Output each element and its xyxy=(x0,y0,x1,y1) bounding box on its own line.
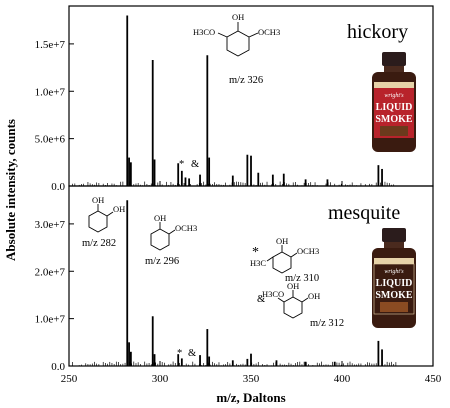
oh-label: OH xyxy=(154,213,166,223)
oh-label-1: OH xyxy=(92,195,104,205)
bond-h3co xyxy=(277,297,285,303)
top-panel-title: hickory xyxy=(347,21,408,43)
bottom-panel: 0.0 1.0e+7 2.0e+7 3.0e+7 250 300 350 400 450 me… xyxy=(35,185,442,385)
bottle-band xyxy=(374,258,414,264)
x-tick-label: 250 xyxy=(61,373,78,385)
x-axis-label: m/z, Daltons xyxy=(216,390,285,405)
benzene-ring xyxy=(88,210,108,233)
bottom-y-tick-label: 2.0e+7 xyxy=(35,266,66,278)
bottom-y-tick-label: 0.0 xyxy=(51,361,65,373)
hickory-bottle: wright's LIQUID SMOKE xyxy=(372,52,416,152)
top-marker-star: * xyxy=(179,159,184,170)
x-tick-label: 400 xyxy=(334,373,351,385)
bottle-line2: SMOKE xyxy=(375,290,413,301)
top-peaks xyxy=(72,15,397,186)
oh-label-1: OH xyxy=(287,281,299,291)
top-annotation-mz326: m/z 326 xyxy=(229,75,263,86)
structure-mz312: & OH OH H3CO m/z 312 xyxy=(257,281,344,329)
marker-amp-312: & xyxy=(257,294,265,305)
top-y-ticks: 0.0 5.0e+6 1.0e+7 1.5e+7 xyxy=(35,39,74,193)
bond-right xyxy=(248,32,259,38)
benzene-ring xyxy=(150,228,170,251)
top-y-tick-label: 5.0e+6 xyxy=(35,134,66,146)
mesquite-bottle: wright's LIQUID SMOKE xyxy=(372,228,416,328)
marker-star-310: * xyxy=(252,245,259,260)
bottle-band xyxy=(374,82,414,88)
x-tick-label: 450 xyxy=(425,373,442,385)
structure-mz296: OH OCH3 m/z 296 xyxy=(145,213,197,267)
bottle-line2: SMOKE xyxy=(375,114,413,125)
bottle-neck xyxy=(384,242,404,248)
bond-och3 xyxy=(290,252,298,258)
x-tick-label: 350 xyxy=(243,373,260,385)
benzene-ring xyxy=(226,30,250,57)
bottle-brand: wright's xyxy=(384,269,404,275)
top-marker-amp: & xyxy=(191,159,199,170)
label-mz282: m/z 282 xyxy=(82,238,116,249)
top-y-tick-label: 1.0e+7 xyxy=(35,86,66,98)
bond-oh2 xyxy=(301,297,309,303)
oh-label-2: OH xyxy=(308,291,320,301)
bottom-peaks xyxy=(72,200,397,366)
bottle-brand: wright's xyxy=(384,93,404,99)
oh-label: OH xyxy=(276,236,288,246)
h3co-label: H3CO xyxy=(193,27,215,37)
bottle-cap xyxy=(382,228,406,242)
x-tick-label: 300 xyxy=(152,373,169,385)
bond-left xyxy=(217,32,228,38)
bottom-panel-title: mesquite xyxy=(328,202,400,224)
y-axis-label: Absolute intensity, counts xyxy=(3,119,18,261)
label-mz310: m/z 310 xyxy=(285,273,319,284)
top-y-tick-label: 1.5e+7 xyxy=(35,39,66,51)
benzene-ring xyxy=(283,296,303,319)
structure-mz310: * OH OCH3 H3C m/z 310 xyxy=(250,236,319,284)
och3-label: OCH3 xyxy=(297,246,319,256)
och3-label: OCH3 xyxy=(175,223,197,233)
top-y-tick-label: 0.0 xyxy=(51,181,65,193)
bottom-marker-star: * xyxy=(177,348,182,359)
benzene-ring xyxy=(272,251,292,274)
h3co-label: H3CO xyxy=(262,289,284,299)
label-mz296: m/z 296 xyxy=(145,256,179,267)
oh-label: OH xyxy=(232,12,244,22)
label-mz312: m/z 312 xyxy=(310,318,344,329)
bottom-y-ticks: 0.0 1.0e+7 2.0e+7 3.0e+7 xyxy=(35,219,74,373)
och3-label: OCH3 xyxy=(258,27,280,37)
bond-och3 xyxy=(168,229,176,235)
bottle-cap xyxy=(382,52,406,66)
h3c-label: H3C xyxy=(250,258,266,268)
structure-mz326: OH H3CO OCH3 xyxy=(193,12,280,57)
bottom-y-tick-label: 3.0e+7 xyxy=(35,219,66,231)
bottle-line1: LIQUID xyxy=(376,278,413,289)
bottle-window xyxy=(380,126,408,136)
top-panel: 0.05.0e+61.0e+71.5e+7 hickory m/z 326 * … xyxy=(35,5,434,193)
bottle-line1: LIQUID xyxy=(376,102,413,113)
bond-ch3 xyxy=(266,256,274,262)
bottle-neck xyxy=(384,66,404,72)
bottom-y-tick-label: 1.0e+7 xyxy=(35,314,66,326)
bond-oh2 xyxy=(106,211,114,217)
bottom-marker-amp: & xyxy=(188,348,196,359)
structure-mz282: OH OH m/z 282 xyxy=(82,195,125,249)
bottle-window xyxy=(380,302,408,312)
oh-label-2: OH xyxy=(113,204,125,214)
